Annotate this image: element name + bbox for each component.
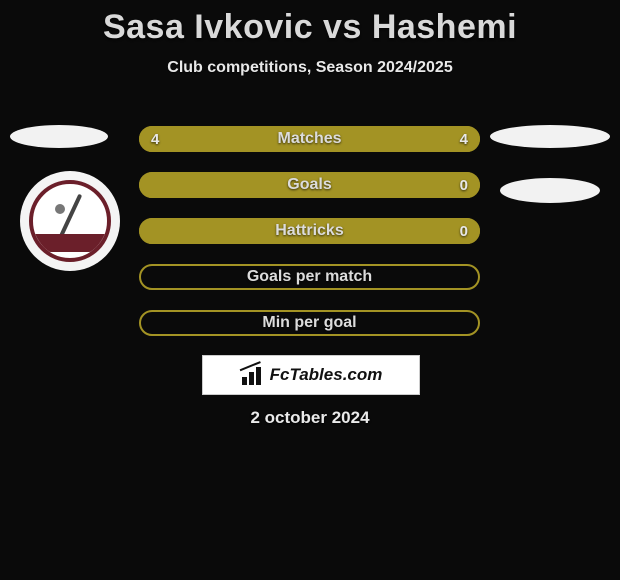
club-badge-icon bbox=[29, 180, 111, 262]
player1-club-logo bbox=[20, 171, 120, 271]
stat-bar-label: Goals per match bbox=[139, 264, 480, 290]
bar-chart-icon bbox=[240, 365, 264, 385]
stat-bar: Goals0 bbox=[139, 172, 480, 198]
stats-panel: Matches44Goals0Hattricks0Goals per match… bbox=[139, 126, 480, 356]
stat-bar: Min per goal bbox=[139, 310, 480, 336]
stat-bar-label: Matches bbox=[139, 126, 480, 152]
player1-ellipse-top bbox=[10, 125, 108, 148]
stat-bar-label: Min per goal bbox=[139, 310, 480, 336]
stat-bar-value-right: 4 bbox=[460, 126, 468, 152]
player2-ellipse-mid bbox=[500, 178, 600, 203]
stat-bar-label: Hattricks bbox=[139, 218, 480, 244]
stat-bar-value-left: 4 bbox=[151, 126, 159, 152]
stat-bar-value-right: 0 bbox=[460, 172, 468, 198]
player2-ellipse-top bbox=[490, 125, 610, 148]
stat-bar-value-right: 0 bbox=[460, 218, 468, 244]
date-caption: 2 october 2024 bbox=[0, 408, 620, 428]
stat-bar: Hattricks0 bbox=[139, 218, 480, 244]
stat-bar-label: Goals bbox=[139, 172, 480, 198]
stat-bar: Matches4 4 bbox=[139, 126, 480, 152]
stat-bar: Goals per match bbox=[139, 264, 480, 290]
page-title: Sasa Ivkovic vs Hashemi bbox=[0, 0, 620, 47]
page-subtitle: Club competitions, Season 2024/2025 bbox=[0, 59, 620, 77]
brand-text: FcTables.com bbox=[270, 365, 383, 385]
brand-watermark: FcTables.com bbox=[202, 355, 420, 395]
